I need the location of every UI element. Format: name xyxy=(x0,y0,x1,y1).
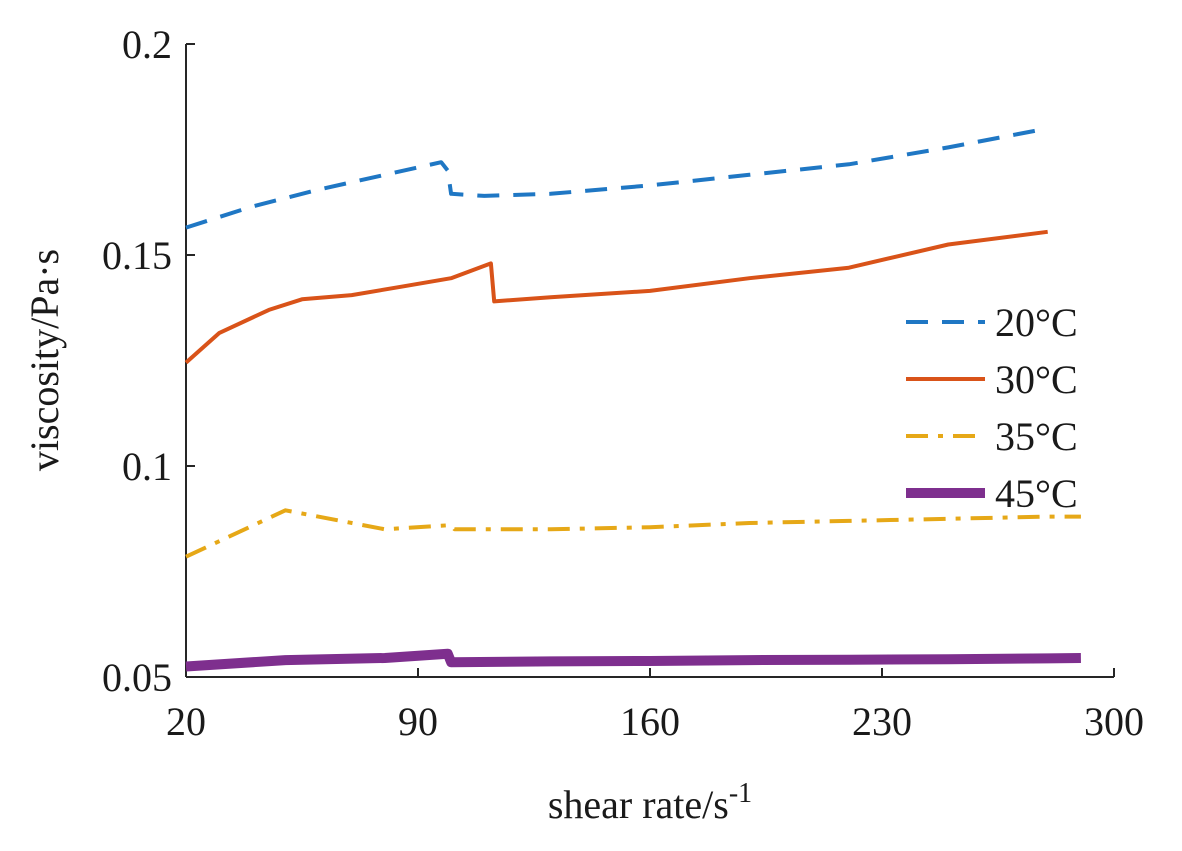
tick-group: 20 90 160 230 300 0.05 0.1 0.15 0.2 xyxy=(102,22,1144,744)
series-line xyxy=(185,508,1081,559)
y-tick-label: 0.1 xyxy=(122,444,172,489)
x-tick-label: 230 xyxy=(852,699,912,744)
x-tick-label: 90 xyxy=(398,699,438,744)
series-line xyxy=(185,648,1081,672)
legend-label: 45°C xyxy=(995,471,1078,516)
y-axis-title: viscosity/Pa·s xyxy=(22,249,67,471)
series-group xyxy=(184,126,1081,672)
x-axis-title-superscript: -1 xyxy=(729,778,752,809)
legend-label: 20°C xyxy=(995,300,1078,345)
y-tick-label: 0.2 xyxy=(122,22,172,67)
x-tick-label: 20 xyxy=(166,699,206,744)
x-tick-label: 300 xyxy=(1084,699,1144,744)
x-axis-title: shear rate/s-1 xyxy=(548,778,752,827)
series-line xyxy=(184,229,1048,365)
y-tick-label: 0.05 xyxy=(102,655,172,700)
x-axis-title-text: shear rate/s xyxy=(548,782,729,827)
series-line xyxy=(185,126,1049,230)
legend-label: 30°C xyxy=(995,357,1078,402)
y-tick-label: 0.15 xyxy=(102,233,172,278)
x-tick-label: 160 xyxy=(620,699,680,744)
legend: 20°C 30°C 35°C 45°C xyxy=(906,300,1078,516)
legend-label: 35°C xyxy=(995,414,1078,459)
